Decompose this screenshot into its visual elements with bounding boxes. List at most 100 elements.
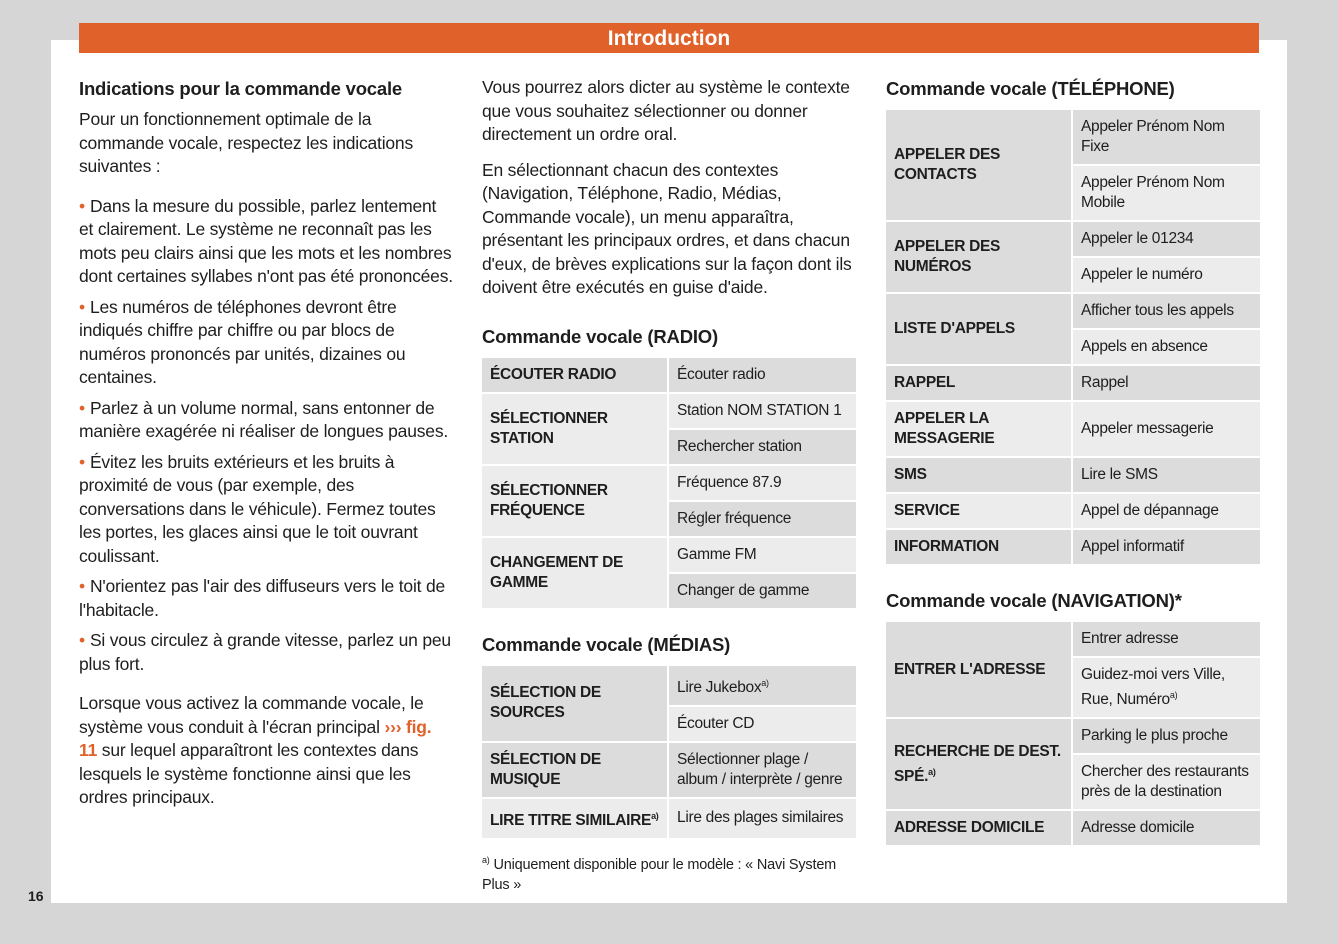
table-row: Appels en absence xyxy=(886,330,1260,364)
command-example-text: Appeler messagerie xyxy=(1081,420,1214,437)
command-label: SÉLECTIONNER FRÉQUENCE xyxy=(482,465,669,536)
command-example: Rechercher station xyxy=(669,429,856,464)
intro-text: Pour un fonctionnement optimale de la co… xyxy=(79,109,413,176)
table-row: SMS Lire le SMS xyxy=(886,458,1260,492)
command-example-text: Gamme FM xyxy=(677,545,757,563)
command-label-text: RAPPEL xyxy=(894,374,956,391)
table-row: Régler fréquence xyxy=(482,501,856,536)
command-example-text: Guidez-moi vers Ville, Rue, Numéro xyxy=(1081,666,1225,709)
command-label: SÉLECTIONNER STATION xyxy=(482,393,669,464)
table-title: Commande vocale (TÉLÉPHONE) xyxy=(886,78,1175,99)
bullet-text: Évitez les bruits extérieurs et les brui… xyxy=(79,451,436,566)
bullet-text: Dans la mesure du possible, parlez lente… xyxy=(79,195,453,287)
bullet-icon: • xyxy=(79,630,85,650)
table-row: Écouter CD xyxy=(482,706,856,741)
table-title: Commande vocale (MÉDIAS) xyxy=(482,633,731,655)
bullet-text: Parlez à un volume normal, sans entonner… xyxy=(79,397,449,442)
command-example: Guidez-moi vers Ville, Rue, Numéroa) xyxy=(1073,658,1260,718)
command-table: ENTRER L'ADRESSE Entrer adresse Guidez-moi… xyxy=(886,620,1260,847)
command-example-text: Station NOM STATION 1 xyxy=(677,401,842,419)
bullet-text: Les numéros de téléphones devront être i… xyxy=(79,296,406,388)
table-row: APPELER DES CONTACTS Appeler Prénom Nom F… xyxy=(886,110,1260,220)
command-label: CHANGEMENT DE GAMME xyxy=(482,537,669,608)
command-example: Lire le SMS xyxy=(1073,458,1260,492)
command-example: Appel informatif xyxy=(1073,530,1260,564)
paragraph-2: En sélectionnant chacun des contextes (N… xyxy=(482,159,852,298)
table-row: ADRESSE DOMICILE Adresse domicile xyxy=(886,811,1260,846)
table-row: ÉCOUTER RADIO Écouter radio xyxy=(482,357,856,392)
table-row: APPELER DES NUMÉROS Appeler le 01234 xyxy=(886,222,1260,292)
command-example: Rappel xyxy=(1073,366,1260,400)
command-example: Gamme FM xyxy=(669,537,856,572)
command-label: RECHERCHE DE DEST. SPÉ.a) xyxy=(886,719,1073,810)
command-example: Fréquence 87.9 xyxy=(669,465,856,500)
command-example: Station NOM STATION 1 xyxy=(669,393,856,428)
bullet-text: N'orientez pas l'air des diffuseurs vers… xyxy=(79,576,446,620)
table-row: SÉLECTIONNER FRÉQUENCE Fréquence 87.9 xyxy=(482,465,856,536)
command-example-text: Lire Jukebox xyxy=(677,678,762,696)
command-example: Appeler Prénom Nom Fixe xyxy=(1073,110,1260,164)
command-label-text: SÉLECTIONNER STATION xyxy=(490,409,608,447)
column-1: Indications pour la commande vocale Pour… xyxy=(79,76,453,822)
command-label: APPELER LA MESSAGERIE xyxy=(886,402,1073,456)
command-example-text: Appeler Prénom Nom Mobile xyxy=(1081,174,1225,211)
table-row: Guidez-moi vers Ville, Rue, Numéroa) xyxy=(886,658,1260,718)
command-example-text: Parking le plus proche xyxy=(1081,727,1228,745)
command-example-text: Écouter CD xyxy=(677,714,755,732)
footnote-marker: a) xyxy=(1169,690,1178,700)
command-example-text: Appeler Prénom Nom Fixe xyxy=(1081,118,1225,155)
command-example: Entrer adresse xyxy=(1073,622,1260,656)
table-title: Commande vocale (NAVIGATION)* xyxy=(886,590,1182,611)
command-label: SÉLECTION DE MUSIQUE xyxy=(482,742,669,797)
table-row: INFORMATION Appel informatif xyxy=(886,530,1260,564)
command-label-text: LISTE D'APPELS xyxy=(894,320,1015,337)
outro-text-a: Lorsque vous activez la commande vocale,… xyxy=(79,693,424,737)
table-row: Appeler le numéro xyxy=(886,258,1260,292)
footnote-marker: a) xyxy=(761,677,769,688)
bullet-list: • Dans la mesure du possible, parlez lent… xyxy=(79,195,453,677)
paragraph-1: Vous pourrez alors dicter au système le … xyxy=(482,77,850,144)
command-label-text: SÉLECTION DE MUSIQUE xyxy=(490,750,601,788)
command-label-text: LIRE TITRE SIMILAIRE xyxy=(490,811,652,829)
command-example-text: Fréquence 87.9 xyxy=(677,473,782,491)
command-label-text: RECHERCHE DE DEST. SPÉ. xyxy=(894,742,1061,785)
command-example-text: Chercher des restaurants près de la dest… xyxy=(1081,763,1249,801)
command-table: SÉLECTION DE SOURCES Lire Jukeboxa) Écoute… xyxy=(482,664,856,840)
command-example-text: Appeler le numéro xyxy=(1081,266,1203,283)
column-3: Commande vocale (TÉLÉPHONE) APPELER DES C… xyxy=(886,76,1260,869)
command-label: SMS xyxy=(886,458,1073,492)
command-label-text: SERVICE xyxy=(894,502,960,519)
command-example-text: Adresse domicile xyxy=(1081,819,1195,837)
command-example-text: Appels en absence xyxy=(1081,338,1208,355)
bullet-item: • Dans la mesure du possible, parlez lent… xyxy=(79,195,453,289)
command-example: Lire des plages similaires xyxy=(669,798,856,838)
table-row: CHANGEMENT DE GAMME Gamme FM xyxy=(482,537,856,608)
command-example-text: Lire le SMS xyxy=(1081,466,1158,483)
command-example-text: Afficher tous les appels xyxy=(1081,302,1234,319)
bullet-icon: • xyxy=(79,451,85,472)
command-label-text: SÉLECTION DE SOURCES xyxy=(490,684,601,722)
command-label: SÉLECTION DE SOURCES xyxy=(482,665,669,741)
command-label: LISTE D'APPELS xyxy=(886,294,1073,364)
command-label: ENTRER L'ADRESSE xyxy=(886,622,1073,718)
table-row: Chercher des restaurants près de la dest… xyxy=(886,755,1260,810)
figure-link[interactable]: ››› fig. 11 xyxy=(79,716,432,761)
table-row: Rechercher station xyxy=(482,429,856,464)
command-label-text: SMS xyxy=(894,466,927,483)
page-number: 16 xyxy=(28,888,44,904)
bullet-icon: • xyxy=(79,296,85,317)
command-example-text: Rechercher station xyxy=(677,437,802,455)
command-example: Régler fréquence xyxy=(669,501,856,536)
command-label: ÉCOUTER RADIO xyxy=(482,357,669,392)
command-example-text: Appel de dépannage xyxy=(1081,502,1219,519)
command-example: Lire Jukeboxa) xyxy=(669,665,856,705)
command-label: INFORMATION xyxy=(886,530,1073,564)
bullet-item: • N'orientez pas l'air des diffuseurs ver… xyxy=(79,575,453,622)
table-row: Changer de gamme xyxy=(482,573,856,608)
heading-indications: Indications pour la commande vocale xyxy=(79,78,403,99)
table-title: Commande vocale (RADIO) xyxy=(482,325,718,347)
footnote-marker: a) xyxy=(651,810,659,821)
bullet-item: • Si vous circulez à grande vitesse, parl… xyxy=(79,629,453,676)
bullet-icon: • xyxy=(79,195,85,216)
table-row: RECHERCHE DE DEST. SPÉ.a) Parking le plus… xyxy=(886,719,1260,810)
